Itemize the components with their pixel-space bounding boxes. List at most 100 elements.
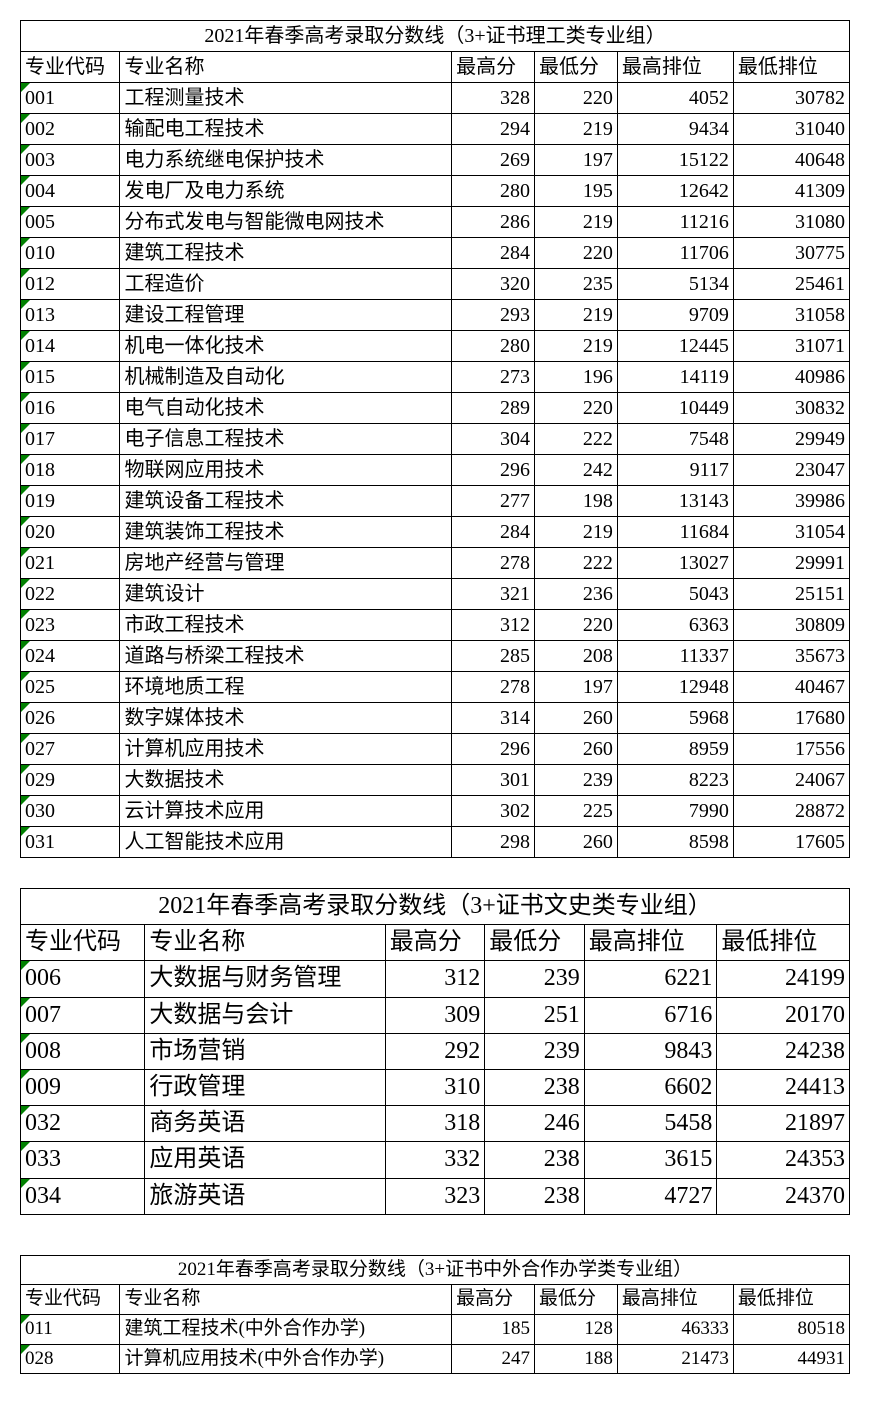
col-name: 专业名称	[120, 1285, 452, 1315]
cell-min-score: 238	[485, 1069, 584, 1105]
cell-max-rank: 11216	[617, 207, 733, 238]
cell-name: 市政工程技术	[120, 610, 452, 641]
cell-max-rank: 8598	[617, 827, 733, 858]
cell-name: 大数据与会计	[145, 997, 385, 1033]
table-row: 029大数据技术301239822324067	[21, 765, 850, 796]
cell-min-score: 235	[534, 269, 617, 300]
cell-min-rank: 30782	[733, 83, 849, 114]
table-1-title: 2021年春季高考录取分数线（3+证书理工类专业组）	[21, 21, 850, 52]
cell-min-rank: 23047	[733, 455, 849, 486]
cell-min-rank: 29949	[733, 424, 849, 455]
cell-max-score: 277	[452, 486, 535, 517]
cell-name: 电气自动化技术	[120, 393, 452, 424]
cell-code: 002	[21, 114, 120, 145]
table-row: 002输配电工程技术294219943431040	[21, 114, 850, 145]
table-row: 012工程造价320235513425461	[21, 269, 850, 300]
cell-name: 发电厂及电力系统	[120, 176, 452, 207]
table-row: 026数字媒体技术314260596817680	[21, 703, 850, 734]
cell-code: 021	[21, 548, 120, 579]
table-row: 020建筑装饰工程技术2842191168431054	[21, 517, 850, 548]
cell-code: 003	[21, 145, 120, 176]
col-max-score: 最高分	[452, 52, 535, 83]
cell-max-score: 294	[452, 114, 535, 145]
cell-min-score: 220	[534, 238, 617, 269]
cell-min-rank: 30832	[733, 393, 849, 424]
cell-name: 环境地质工程	[120, 672, 452, 703]
cell-max-rank: 9117	[617, 455, 733, 486]
cell-min-score: 197	[534, 672, 617, 703]
cell-name: 大数据与财务管理	[145, 961, 385, 997]
cell-min-score: 220	[534, 610, 617, 641]
cell-min-rank: 30809	[733, 610, 849, 641]
cell-max-score: 323	[385, 1178, 484, 1214]
cell-name: 工程测量技术	[120, 83, 452, 114]
cell-max-rank: 13027	[617, 548, 733, 579]
table-row: 016电气自动化技术2892201044930832	[21, 393, 850, 424]
col-min-score: 最低分	[534, 1285, 617, 1315]
cell-code: 028	[21, 1344, 120, 1374]
cell-max-rank: 9709	[617, 300, 733, 331]
table-row: 033应用英语332238361524353	[21, 1142, 850, 1178]
cell-min-rank: 40648	[733, 145, 849, 176]
cell-max-rank: 13143	[617, 486, 733, 517]
cell-max-rank: 7548	[617, 424, 733, 455]
cell-max-score: 309	[385, 997, 484, 1033]
cell-min-score: 219	[534, 300, 617, 331]
cell-max-rank: 4052	[617, 83, 733, 114]
cell-code: 009	[21, 1069, 145, 1105]
cell-min-score: 222	[534, 548, 617, 579]
table-row: 008市场营销292239984324238	[21, 1033, 850, 1069]
cell-min-score: 220	[534, 83, 617, 114]
cell-code: 018	[21, 455, 120, 486]
cell-max-rank: 6221	[584, 961, 717, 997]
cell-code: 012	[21, 269, 120, 300]
table-row: 034旅游英语323238472724370	[21, 1178, 850, 1214]
cell-min-score: 238	[485, 1142, 584, 1178]
cell-code: 022	[21, 579, 120, 610]
cell-code: 019	[21, 486, 120, 517]
cell-code: 016	[21, 393, 120, 424]
cell-max-score: 304	[452, 424, 535, 455]
cell-min-rank: 40467	[733, 672, 849, 703]
cell-max-rank: 14119	[617, 362, 733, 393]
cell-min-score: 236	[534, 579, 617, 610]
table-row: 007大数据与会计309251671620170	[21, 997, 850, 1033]
col-min-rank: 最低排位	[733, 1285, 849, 1315]
table-row: 014机电一体化技术2802191244531071	[21, 331, 850, 362]
col-max-score: 最高分	[385, 925, 484, 961]
cell-max-rank: 5043	[617, 579, 733, 610]
col-min-rank: 最低排位	[717, 925, 850, 961]
cell-max-score: 284	[452, 238, 535, 269]
cell-name: 输配电工程技术	[120, 114, 452, 145]
cell-max-score: 293	[452, 300, 535, 331]
cell-name: 行政管理	[145, 1069, 385, 1105]
cell-code: 013	[21, 300, 120, 331]
cell-name: 建设工程管理	[120, 300, 452, 331]
cell-min-score: 219	[534, 517, 617, 548]
table-2: 2021年春季高考录取分数线（3+证书文史类专业组） 专业代码 专业名称 最高分…	[20, 888, 850, 1215]
cell-min-rank: 17605	[733, 827, 849, 858]
cell-name: 数字媒体技术	[120, 703, 452, 734]
col-name: 专业名称	[145, 925, 385, 961]
cell-name: 电子信息工程技术	[120, 424, 452, 455]
table-2-title: 2021年春季高考录取分数线（3+证书文史类专业组）	[21, 889, 850, 925]
cell-min-rank: 20170	[717, 997, 850, 1033]
table-row: 004发电厂及电力系统2801951264241309	[21, 176, 850, 207]
cell-max-score: 298	[452, 827, 535, 858]
cell-max-score: 289	[452, 393, 535, 424]
cell-min-score: 239	[485, 1033, 584, 1069]
cell-min-score: 219	[534, 207, 617, 238]
cell-max-score: 280	[452, 331, 535, 362]
cell-min-score: 260	[534, 827, 617, 858]
cell-code: 032	[21, 1106, 145, 1142]
col-code: 专业代码	[21, 1285, 120, 1315]
cell-max-score: 301	[452, 765, 535, 796]
cell-min-rank: 25151	[733, 579, 849, 610]
cell-min-score: 239	[534, 765, 617, 796]
cell-max-score: 328	[452, 83, 535, 114]
cell-max-score: 296	[452, 734, 535, 765]
cell-code: 005	[21, 207, 120, 238]
cell-min-score: 251	[485, 997, 584, 1033]
cell-name: 旅游英语	[145, 1178, 385, 1214]
col-max-score: 最高分	[452, 1285, 535, 1315]
